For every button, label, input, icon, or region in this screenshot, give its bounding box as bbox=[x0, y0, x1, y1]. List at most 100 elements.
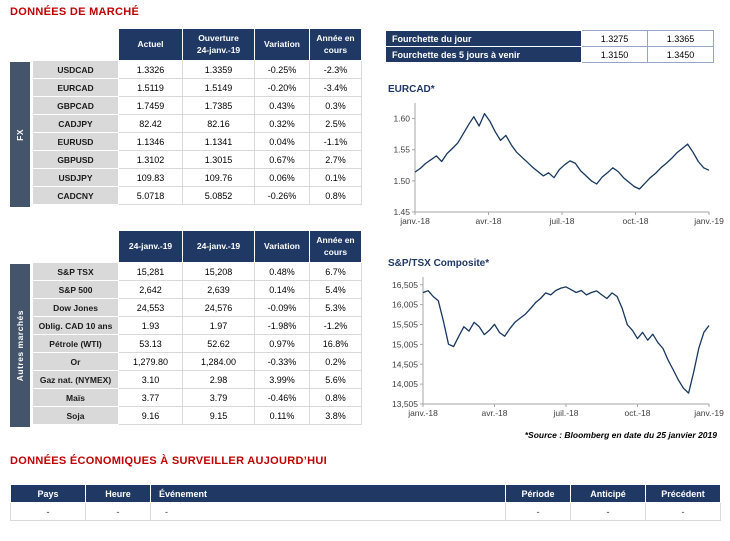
econ-table: Pays Heure Événement Période Anticipé Précéde… bbox=[10, 484, 721, 521]
cell: -0.20% bbox=[254, 78, 310, 97]
cell: 15,281 bbox=[118, 262, 183, 281]
cell: 1.93 bbox=[118, 316, 183, 335]
cell: 53.13 bbox=[118, 334, 183, 353]
cell: -2.3% bbox=[309, 60, 362, 79]
cell: - bbox=[85, 502, 151, 521]
eurcad-line-chart: 1.45 1.50 1.55 1.60 janv.-18 avr.-18 juil.-18 o… bbox=[393, 103, 724, 226]
column-header: Pays bbox=[10, 484, 86, 503]
svg-text:16,005: 16,005 bbox=[392, 300, 418, 310]
table-row: Maïs 3.77 3.79 -0.46% 0.8% bbox=[32, 388, 362, 407]
cell: 1.3102 bbox=[118, 150, 183, 169]
cell: 3.99% bbox=[254, 370, 310, 389]
svg-text:janv.-18: janv.-18 bbox=[399, 216, 430, 226]
row-label: EURUSD bbox=[32, 132, 119, 151]
corner-cell bbox=[32, 28, 119, 61]
cell: 24,553 bbox=[118, 298, 183, 317]
cell: 3.8% bbox=[309, 406, 362, 425]
row-label: Maïs bbox=[32, 388, 119, 407]
row-label: Or bbox=[32, 352, 119, 371]
cell: 2.5% bbox=[309, 114, 362, 133]
table-row: EURCAD 1.5119 1.5149 -0.20% -3.4% bbox=[32, 78, 362, 97]
table-row: Fourchette du jour 1.3275 1.3365 bbox=[385, 30, 714, 47]
cell: -3.4% bbox=[309, 78, 362, 97]
eurcad-chart-title: EURCAD* bbox=[388, 84, 435, 95]
cell: 0.8% bbox=[309, 186, 362, 205]
cell: -1.2% bbox=[309, 316, 362, 335]
table-row: GBPUSD 1.3102 1.3015 0.67% 2.7% bbox=[32, 150, 362, 169]
cell: - bbox=[10, 502, 86, 521]
row-label: Dow Jones bbox=[32, 298, 119, 317]
column-header: Ouverture 24-janv.-19 bbox=[182, 28, 255, 61]
cell: -1.1% bbox=[309, 132, 362, 151]
markets-table-block: Autres marchés 24-janv.-19 24-janv.-19 Var… bbox=[10, 230, 362, 430]
markets-sidebar: Autres marchés bbox=[10, 264, 30, 427]
row-label: Fourchette des 5 jours à venir bbox=[385, 46, 582, 63]
cell: 1.1341 bbox=[182, 132, 255, 151]
cell: 0.97% bbox=[254, 334, 310, 353]
fx-sidebar-label: FX bbox=[15, 128, 25, 141]
cell: - bbox=[645, 502, 721, 521]
table-row: CADJPY 82.42 82.16 0.32% 2.5% bbox=[32, 114, 362, 133]
row-label: USDJPY bbox=[32, 168, 119, 187]
table-row: Gaz nat. (NYMEX) 3.10 2.98 3.99% 5.6% bbox=[32, 370, 362, 389]
svg-text:1.45: 1.45 bbox=[393, 207, 410, 217]
fx-table-block: FX Actuel Ouverture 24-janv.-19 Variation A… bbox=[10, 28, 362, 208]
cell: -0.26% bbox=[254, 186, 310, 205]
row-label: Oblig. CAD 10 ans bbox=[32, 316, 119, 335]
column-header: Période bbox=[505, 484, 571, 503]
cell: 52.62 bbox=[182, 334, 255, 353]
svg-text:1.60: 1.60 bbox=[393, 114, 410, 124]
fx-sidebar: FX bbox=[10, 62, 30, 207]
svg-text:1.55: 1.55 bbox=[393, 145, 410, 155]
cell: -1.98% bbox=[254, 316, 310, 335]
table-row: GBPCAD 1.7459 1.7385 0.43% 0.3% bbox=[32, 96, 362, 115]
svg-text:15,505: 15,505 bbox=[392, 320, 418, 330]
cell: -0.09% bbox=[254, 298, 310, 317]
cell: 0.43% bbox=[254, 96, 310, 115]
column-header: Heure bbox=[85, 484, 151, 503]
table-row: USDJPY 109.83 109.76 0.06% 0.1% bbox=[32, 168, 362, 187]
table-row: Dow Jones 24,553 24,576 -0.09% 5.3% bbox=[32, 298, 362, 317]
row-label: Fourchette du jour bbox=[385, 30, 582, 47]
cell: 5.6% bbox=[309, 370, 362, 389]
row-label: S&P TSX bbox=[32, 262, 119, 281]
table-row: CADCNY 5.0718 5.0852 -0.26% 0.8% bbox=[32, 186, 362, 205]
cell: 0.14% bbox=[254, 280, 310, 299]
column-header: Actuel bbox=[118, 28, 183, 61]
row-label: Soja bbox=[32, 406, 119, 425]
cell: 1.3326 bbox=[118, 60, 183, 79]
range-high-cell: 1.3365 bbox=[647, 30, 714, 47]
cell: 0.04% bbox=[254, 132, 310, 151]
cell: 5.3% bbox=[309, 298, 362, 317]
cell: 5.4% bbox=[309, 280, 362, 299]
table-row: EURUSD 1.1346 1.1341 0.04% -1.1% bbox=[32, 132, 362, 151]
svg-text:16,505: 16,505 bbox=[392, 280, 418, 290]
cell: 1.7459 bbox=[118, 96, 183, 115]
cell: - bbox=[505, 502, 571, 521]
cell: 0.2% bbox=[309, 352, 362, 371]
econ-title-text: DONNÉES ÉCONOMIQUES À SURVEILLER bbox=[10, 455, 245, 467]
source-note: *Source : Bloomberg en date du 25 janvie… bbox=[524, 430, 717, 440]
cell: 3.77 bbox=[118, 388, 183, 407]
table-row: Pétrole (WTI) 53.13 52.62 0.97% 16.8% bbox=[32, 334, 362, 353]
cell: 1.5149 bbox=[182, 78, 255, 97]
svg-text:juil.-18: juil.-18 bbox=[552, 408, 578, 418]
econ-section-title: DONNÉES ÉCONOMIQUES À SURVEILLER AUJOURD… bbox=[10, 455, 327, 467]
row-label: CADCNY bbox=[32, 186, 119, 205]
cell: 2.7% bbox=[309, 150, 362, 169]
cell: 3.10 bbox=[118, 370, 183, 389]
markets-table: 24-janv.-19 24-janv.-19 Variation Année en … bbox=[32, 230, 362, 425]
fx-header-row: Actuel Ouverture 24-janv.-19 Variation Anné… bbox=[32, 28, 362, 61]
cell: 0.06% bbox=[254, 168, 310, 187]
cell: 5.0718 bbox=[118, 186, 183, 205]
cell: 2,639 bbox=[182, 280, 255, 299]
cell: 0.67% bbox=[254, 150, 310, 169]
cell: 109.83 bbox=[118, 168, 183, 187]
svg-text:avr.-18: avr.-18 bbox=[476, 216, 502, 226]
cell: 0.8% bbox=[309, 388, 362, 407]
cell: 0.1% bbox=[309, 168, 362, 187]
column-header: 24-janv.-19 bbox=[182, 230, 255, 263]
cell: -0.33% bbox=[254, 352, 310, 371]
range-table: Fourchette du jour 1.3275 1.3365 Fourche… bbox=[385, 30, 714, 63]
